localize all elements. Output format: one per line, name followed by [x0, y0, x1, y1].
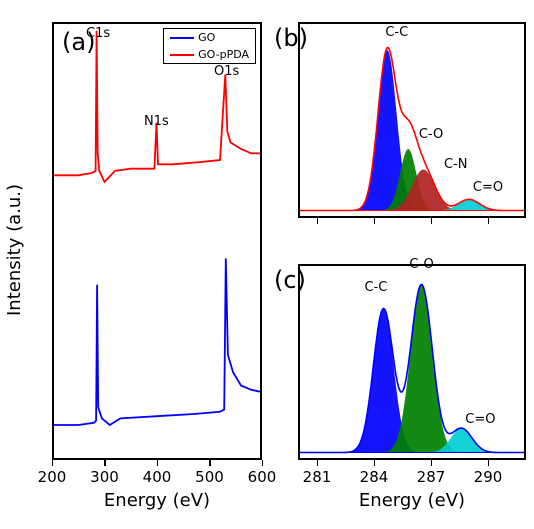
component-label: C-O [413, 127, 449, 142]
legend-swatch-go [170, 37, 194, 39]
component-label: C-C [379, 25, 415, 40]
component-label: C-C [358, 280, 394, 295]
panel-c-label: (c) [274, 266, 306, 294]
panel-a-xlabel: Energy (eV) [52, 490, 262, 511]
xtick [488, 460, 490, 466]
panel-c-xlabel: Energy (eV) [298, 490, 526, 511]
legend-item-go: GO [164, 29, 255, 46]
y-axis-label: Intensity (a.u.) [4, 160, 25, 340]
legend: GO GO-pPDA [163, 28, 256, 64]
xtick [431, 460, 433, 466]
xtick [262, 460, 264, 466]
xtick [431, 218, 433, 224]
xtick-label: 600 [244, 468, 280, 486]
panel-c-plot [298, 264, 526, 460]
xtick-label: 284 [356, 468, 392, 486]
xtick [374, 218, 376, 224]
xtick-label: 281 [299, 468, 335, 486]
xtick-label: 200 [34, 468, 70, 486]
component-label: C=O [470, 180, 506, 195]
xtick-label: 300 [87, 468, 123, 486]
xtick [209, 460, 211, 466]
xtick-label: 500 [192, 468, 228, 486]
panel-b: (b) C-CC-OC-NC=O [298, 22, 526, 218]
xtick-label: 290 [470, 468, 506, 486]
xtick [317, 460, 319, 466]
legend-swatch-go-ppda [170, 54, 194, 56]
component-label: C-N [438, 157, 474, 172]
xtick [157, 460, 159, 466]
peak-label-n1s: N1s [144, 114, 169, 129]
panel-b-label: (b) [274, 24, 308, 52]
panel-a: (a) C1s N1s O1s GO GO-pPDA [52, 22, 262, 460]
xtick-label: 287 [413, 468, 449, 486]
component-label: C=O [462, 412, 498, 427]
xtick [317, 218, 319, 224]
peak-label-c1s: C1s [86, 26, 110, 41]
component-label: C-O [404, 257, 440, 272]
peak-label-o1s: O1s [214, 64, 239, 79]
xtick [374, 460, 376, 466]
xtick-label: 400 [139, 468, 175, 486]
legend-item-go-ppda: GO-pPDA [164, 46, 255, 63]
legend-label-go: GO [198, 31, 215, 44]
panel-c: (c) C-CC-OC=O [298, 264, 526, 460]
xtick [52, 460, 54, 466]
legend-label-go-ppda: GO-pPDA [198, 48, 249, 61]
panel-a-plot [52, 22, 262, 460]
figure: Intensity (a.u.) (a) C1s N1s O1s GO GO-p… [0, 0, 534, 529]
xtick [488, 218, 490, 224]
xtick [104, 460, 106, 466]
